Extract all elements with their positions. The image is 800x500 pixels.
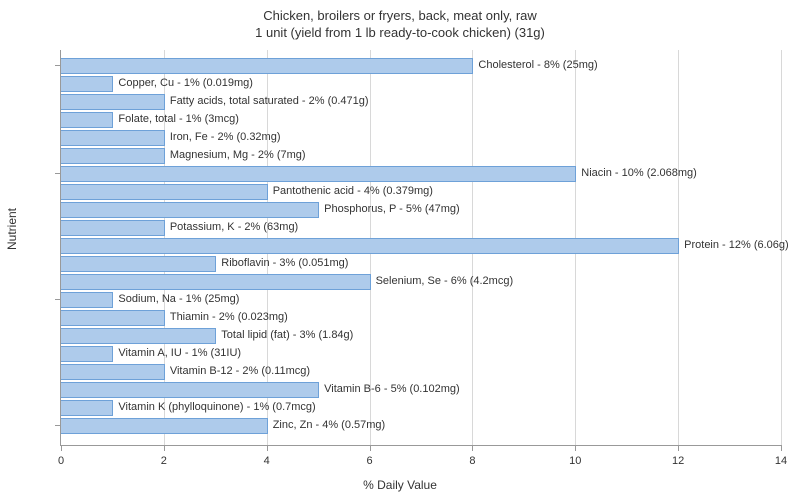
y-axis-label: Nutrient bbox=[5, 208, 19, 250]
nutrient-bar bbox=[61, 166, 576, 182]
bar-label: Fatty acids, total saturated - 2% (0.471… bbox=[170, 95, 369, 107]
x-tick bbox=[267, 445, 268, 451]
nutrient-bar bbox=[61, 184, 268, 200]
x-tick bbox=[370, 445, 371, 451]
bar-label: Vitamin A, IU - 1% (31IU) bbox=[118, 347, 241, 359]
x-tick bbox=[164, 445, 165, 451]
bar-label: Vitamin B-6 - 5% (0.102mg) bbox=[324, 383, 460, 395]
x-tick-label: 0 bbox=[58, 455, 64, 467]
nutrient-bar bbox=[61, 202, 319, 218]
x-tick bbox=[472, 445, 473, 451]
nutrient-bar bbox=[61, 274, 371, 290]
nutrient-bar bbox=[61, 364, 165, 380]
x-tick-label: 14 bbox=[775, 455, 787, 467]
nutrient-bar bbox=[61, 310, 165, 326]
bar-label: Sodium, Na - 1% (25mg) bbox=[118, 293, 239, 305]
bar-label: Potassium, K - 2% (63mg) bbox=[170, 221, 298, 233]
bar-label: Vitamin K (phylloquinone) - 1% (0.7mcg) bbox=[118, 401, 315, 413]
plot-area: 02468101214Cholesterol - 8% (25mg)Copper… bbox=[60, 50, 781, 446]
x-tick-label: 6 bbox=[367, 455, 373, 467]
bar-label: Iron, Fe - 2% (0.32mg) bbox=[170, 131, 281, 143]
nutrient-bar bbox=[61, 148, 165, 164]
bar-label: Pantothenic acid - 4% (0.379mg) bbox=[273, 185, 433, 197]
bar-label: Riboflavin - 3% (0.051mg) bbox=[221, 257, 348, 269]
bar-label: Folate, total - 1% (3mcg) bbox=[118, 113, 238, 125]
nutrient-bar bbox=[61, 400, 113, 416]
nutrient-bar bbox=[61, 220, 165, 236]
nutrient-bar bbox=[61, 112, 113, 128]
x-axis-label: % Daily Value bbox=[0, 478, 800, 492]
bar-label: Zinc, Zn - 4% (0.57mg) bbox=[273, 419, 385, 431]
chart-title: Chicken, broilers or fryers, back, meat … bbox=[0, 8, 800, 42]
bar-label: Cholesterol - 8% (25mg) bbox=[478, 59, 597, 71]
bar-label: Magnesium, Mg - 2% (7mg) bbox=[170, 149, 306, 161]
bar-label: Thiamin - 2% (0.023mg) bbox=[170, 311, 288, 323]
nutrient-bar bbox=[61, 292, 113, 308]
x-tick-label: 12 bbox=[672, 455, 684, 467]
x-tick-label: 10 bbox=[569, 455, 581, 467]
nutrient-bar bbox=[61, 346, 113, 362]
nutrient-bar bbox=[61, 238, 679, 254]
x-tick-label: 4 bbox=[264, 455, 270, 467]
nutrient-bar bbox=[61, 94, 165, 110]
nutrient-bar bbox=[61, 58, 473, 74]
bar-label: Protein - 12% (6.06g) bbox=[684, 239, 789, 251]
x-tick-label: 8 bbox=[469, 455, 475, 467]
x-tick bbox=[575, 445, 576, 451]
bar-label: Selenium, Se - 6% (4.2mcg) bbox=[376, 275, 514, 287]
nutrient-chart: Chicken, broilers or fryers, back, meat … bbox=[0, 0, 800, 500]
x-tick bbox=[678, 445, 679, 451]
bar-label: Vitamin B-12 - 2% (0.11mcg) bbox=[170, 365, 310, 377]
bar-label: Total lipid (fat) - 3% (1.84g) bbox=[221, 329, 353, 341]
bar-label: Niacin - 10% (2.068mg) bbox=[581, 167, 697, 179]
nutrient-bar bbox=[61, 130, 165, 146]
bar-label: Phosphorus, P - 5% (47mg) bbox=[324, 203, 460, 215]
nutrient-bar bbox=[61, 328, 216, 344]
nutrient-bar bbox=[61, 256, 216, 272]
nutrient-bar bbox=[61, 76, 113, 92]
title-line-2: 1 unit (yield from 1 lb ready-to-cook ch… bbox=[0, 25, 800, 42]
title-line-1: Chicken, broilers or fryers, back, meat … bbox=[0, 8, 800, 25]
nutrient-bar bbox=[61, 418, 268, 434]
bar-label: Copper, Cu - 1% (0.019mg) bbox=[118, 77, 253, 89]
nutrient-bar bbox=[61, 382, 319, 398]
x-tick bbox=[61, 445, 62, 451]
x-tick bbox=[781, 445, 782, 451]
x-tick-label: 2 bbox=[161, 455, 167, 467]
